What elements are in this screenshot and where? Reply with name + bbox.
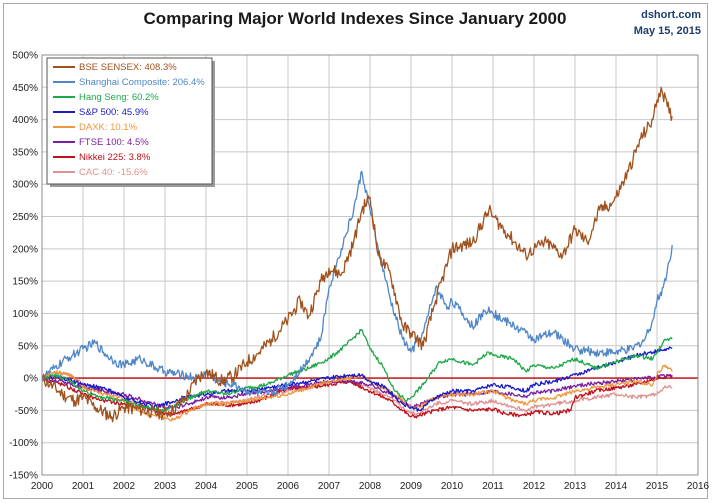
legend-entry: Nikkei 225: 3.8% bbox=[79, 152, 151, 163]
x-tick-label: 2004 bbox=[195, 481, 218, 492]
x-tick-label: 2009 bbox=[400, 481, 423, 492]
y-tick-label: 150% bbox=[12, 277, 38, 288]
source-block: dshort.com May 15, 2015 bbox=[634, 7, 701, 39]
legend-entry: DAXK: 10.1% bbox=[79, 122, 138, 133]
y-tick-label: 0% bbox=[24, 374, 39, 385]
x-tick-label: 2003 bbox=[154, 481, 177, 492]
source-date: May 15, 2015 bbox=[633, 25, 701, 37]
legend-entry: Shanghai Composite: 206.4% bbox=[79, 77, 205, 88]
series-line-0 bbox=[41, 86, 673, 423]
series-line-6 bbox=[41, 373, 673, 419]
y-tick-label: 300% bbox=[12, 180, 38, 191]
x-tick-label: 2005 bbox=[236, 481, 259, 492]
x-tick-label: 2007 bbox=[318, 481, 341, 492]
legend-entry: Hang Seng: 60.2% bbox=[79, 92, 159, 103]
x-tick-label: 2002 bbox=[113, 481, 136, 492]
y-tick-label: 100% bbox=[12, 309, 38, 320]
series-lines bbox=[41, 86, 673, 423]
x-tick-label: 2011 bbox=[482, 481, 504, 492]
y-tick-label: 400% bbox=[12, 115, 38, 126]
source-site: dshort.com bbox=[641, 9, 701, 21]
legend-box bbox=[46, 57, 213, 185]
series-line-5 bbox=[41, 373, 673, 410]
x-tick-label: 2015 bbox=[646, 481, 669, 492]
legend-entry: S&P 500: 45.9% bbox=[79, 107, 149, 118]
x-tick-label: 2000 bbox=[31, 481, 54, 492]
y-tick-label: 500% bbox=[12, 51, 38, 62]
x-tick-label: 2013 bbox=[564, 481, 587, 492]
series-line-4 bbox=[41, 364, 673, 422]
y-tick-label: -50% bbox=[15, 406, 38, 417]
axes: -150% -100% -50% 0% 50% 100% 150% 200% 250% 300% 3… bbox=[9, 51, 709, 493]
y-tick-label: 350% bbox=[12, 147, 38, 158]
legend-entry: CAC 40: -15.6% bbox=[79, 167, 148, 178]
legend: BSE SENSEX: 408.3% Shanghai Composite: 20… bbox=[46, 57, 215, 187]
y-tick-label: 250% bbox=[12, 212, 38, 223]
legend-entry: BSE SENSEX: 408.3% bbox=[79, 62, 177, 73]
plot-area-border bbox=[41, 54, 699, 476]
y-tick-label: -100% bbox=[9, 438, 38, 449]
y-tick-label: 50% bbox=[18, 341, 38, 352]
x-tick-label: 2010 bbox=[441, 481, 464, 492]
x-tick-label: 2006 bbox=[277, 481, 300, 492]
x-tick-label: 2001 bbox=[72, 481, 95, 492]
legend-entry: FTSE 100: 4.5% bbox=[79, 137, 149, 148]
y-tick-label: 200% bbox=[12, 244, 38, 255]
series-line-1 bbox=[41, 170, 673, 397]
x-tick-label: 2014 bbox=[605, 481, 628, 492]
series-line-3 bbox=[41, 346, 673, 412]
x-tick-label: 2012 bbox=[523, 481, 546, 492]
y-tick-label: -150% bbox=[9, 471, 38, 482]
y-tick-label: 450% bbox=[12, 83, 38, 94]
series-line-2 bbox=[41, 328, 673, 413]
x-tick-label: 2016 bbox=[687, 481, 710, 492]
x-tick-label: 2008 bbox=[359, 481, 382, 492]
chart-title: Comparing Major World Indexes Since Janu… bbox=[143, 9, 567, 28]
